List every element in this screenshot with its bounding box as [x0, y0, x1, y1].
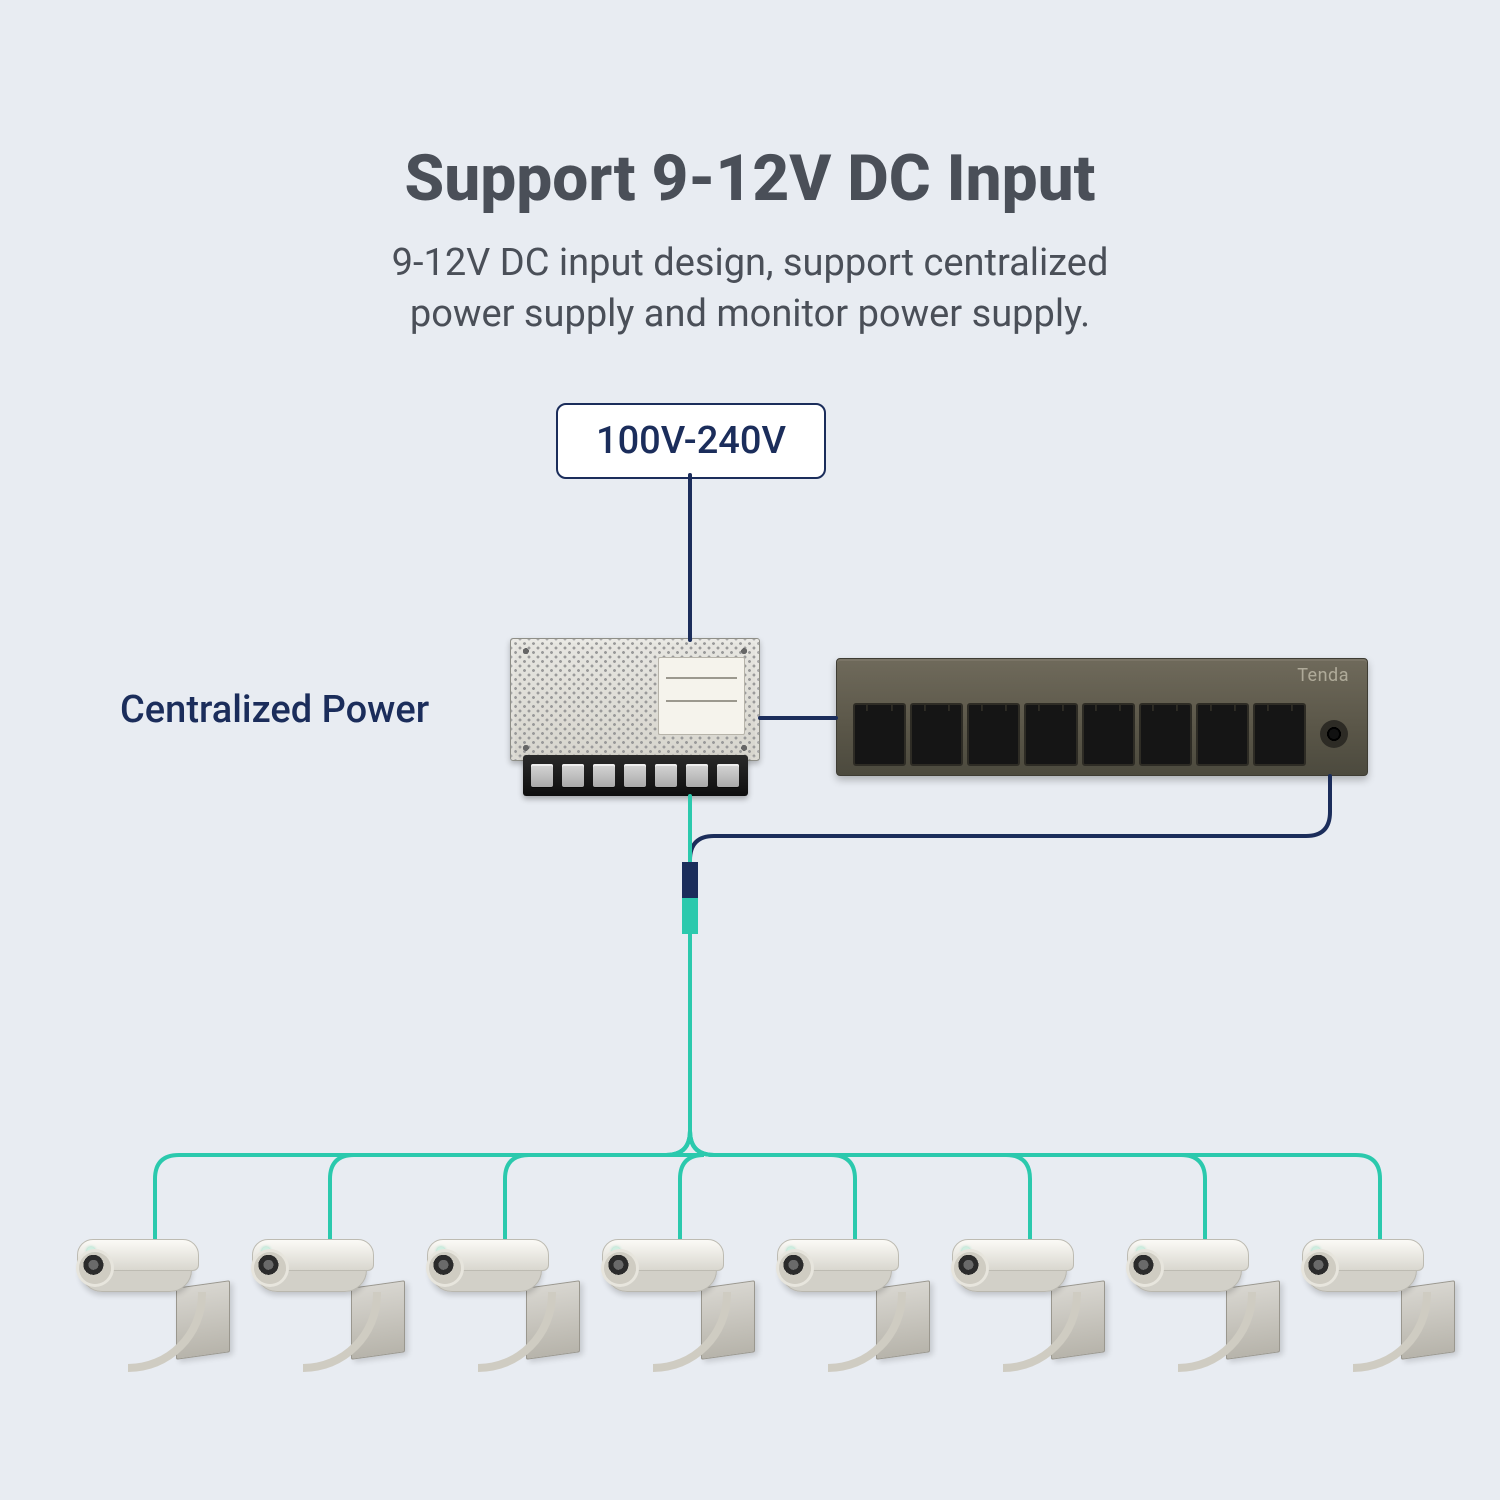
- camera-icon: [80, 1230, 230, 1420]
- dc-jack-icon: [1316, 703, 1351, 766]
- page-subtitle: 9-12V DC input design, support centraliz…: [375, 238, 1125, 341]
- page-title: Support 9-12V DC Input: [0, 141, 1500, 216]
- camera-icon: [1130, 1230, 1280, 1420]
- centralized-power-label: Centralized Power: [120, 688, 429, 732]
- camera-icon: [780, 1230, 930, 1420]
- camera-icon: [430, 1230, 580, 1420]
- camera-icon: [955, 1230, 1105, 1420]
- diagram-canvas: Support 9-12V DC Input 9-12V DC input de…: [0, 0, 1500, 1500]
- voltage-box: 100V-240V: [556, 403, 826, 479]
- switch-brand-label: Tenda: [1297, 665, 1349, 686]
- camera-icon: [1305, 1230, 1455, 1420]
- switch-ports: [853, 703, 1306, 766]
- network-switch-icon: Tenda: [836, 658, 1368, 776]
- power-supply-icon: [510, 638, 760, 796]
- camera-icon: [255, 1230, 405, 1420]
- camera-icon: [605, 1230, 755, 1420]
